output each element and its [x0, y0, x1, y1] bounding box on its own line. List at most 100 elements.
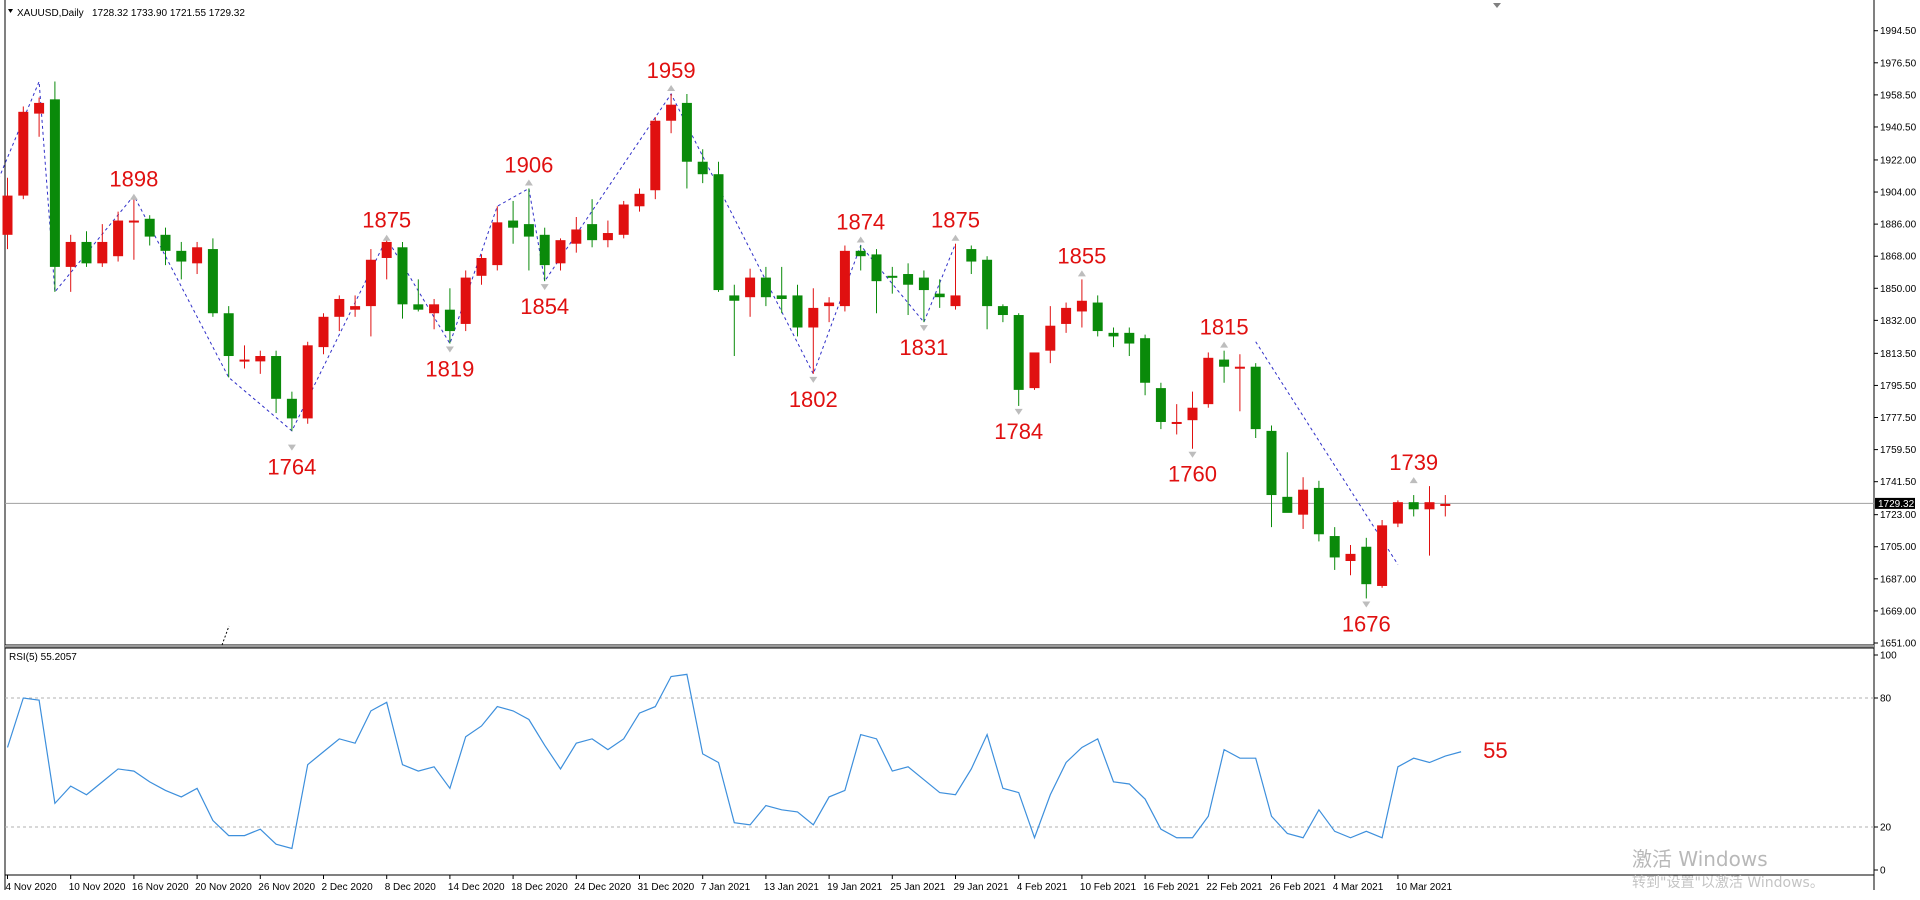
candle — [1298, 477, 1309, 529]
candle-body — [239, 359, 250, 362]
candle-body — [571, 229, 582, 244]
price-tick-label: 1994.50 — [1880, 26, 1917, 37]
candle — [839, 245, 850, 312]
time-tick-label: 31 Dec 2020 — [638, 882, 695, 893]
candle-body — [318, 316, 329, 348]
candle-body — [1329, 536, 1340, 558]
pivot-label: 1764 — [267, 455, 316, 480]
candle — [239, 345, 250, 369]
pivot-high-marker — [129, 193, 138, 200]
candle-body — [1408, 502, 1419, 510]
candle-body — [618, 204, 629, 235]
candle — [666, 93, 677, 134]
candle — [460, 270, 471, 332]
candle-body — [508, 220, 519, 228]
price-tick-label: 1777.50 — [1880, 413, 1917, 424]
candle-body — [950, 295, 961, 307]
pivot-high-marker — [524, 179, 533, 186]
time-tick-label: 20 Nov 2020 — [195, 882, 252, 893]
candle — [681, 93, 692, 189]
price-axis: 1994.50 1976.50 1958.50 1940.50 1922.00 1904.… — [1874, 26, 1917, 650]
candle — [81, 231, 92, 267]
candle-body — [523, 224, 534, 237]
candle — [997, 304, 1008, 323]
candle-body — [650, 120, 661, 191]
candle-body — [666, 104, 677, 121]
pivot-label: 1784 — [994, 419, 1043, 444]
candle-body — [713, 174, 724, 291]
pivot-label: 1854 — [520, 294, 569, 319]
candle — [65, 234, 76, 292]
candle-body — [1219, 359, 1230, 367]
price-tick-label: 1705.00 — [1880, 542, 1917, 553]
time-tick-label: 26 Nov 2020 — [258, 882, 315, 893]
candle-body — [966, 249, 977, 262]
candle — [1219, 350, 1230, 383]
candle-body — [2, 195, 13, 235]
candle — [602, 220, 613, 248]
candle — [1266, 425, 1277, 528]
candle — [160, 227, 171, 266]
candle — [871, 249, 882, 314]
shift-marker-icon[interactable] — [1493, 3, 1501, 8]
candle — [1329, 527, 1340, 570]
pane-splitter[interactable] — [5, 645, 1874, 648]
candle — [49, 81, 60, 292]
candle-body — [429, 304, 440, 314]
candle-body — [460, 277, 471, 324]
pivot-label: 1855 — [1057, 243, 1106, 268]
candle-body — [350, 306, 361, 310]
menu-arrow-icon[interactable] — [8, 9, 13, 13]
time-tick-label: 8 Dec 2020 — [385, 882, 437, 893]
candle-body — [1203, 357, 1214, 405]
price-tick-label: 1868.00 — [1880, 252, 1917, 263]
candle — [2, 177, 13, 250]
candle — [1408, 495, 1419, 517]
candle-body — [1313, 487, 1324, 535]
candle-body — [223, 313, 234, 357]
pivot-label: 1831 — [899, 335, 948, 360]
candle — [192, 241, 203, 275]
candle-body — [413, 304, 424, 310]
pivot-label: 1875 — [931, 208, 980, 233]
time-tick-label: 29 Jan 2021 — [954, 882, 1009, 893]
candle — [286, 391, 297, 431]
candle — [571, 216, 582, 253]
candle — [34, 97, 45, 137]
candle-body — [255, 356, 266, 362]
candle-body — [34, 102, 45, 114]
candle — [903, 263, 914, 316]
price-tick-label: 1958.50 — [1880, 90, 1917, 101]
time-tick-label: 10 Mar 2021 — [1396, 882, 1453, 893]
price-tick-label: 1832.00 — [1880, 316, 1917, 327]
candle-body — [128, 220, 139, 223]
candle-body — [634, 193, 645, 207]
pivot-low-marker — [919, 325, 928, 332]
watermark-line2: 转到"设置"以激活 Windows。 — [1632, 874, 1824, 891]
candle — [650, 117, 661, 200]
candle — [18, 106, 29, 200]
time-tick-label: 16 Nov 2020 — [132, 882, 189, 893]
candle — [982, 256, 993, 330]
candle — [1029, 352, 1040, 390]
candle-body — [760, 277, 771, 298]
candle — [1440, 495, 1451, 517]
price-tick-label: 1813.50 — [1880, 349, 1917, 360]
candle-body — [871, 254, 882, 282]
candle-body — [192, 247, 203, 264]
price-tick-label: 1850.00 — [1880, 284, 1917, 295]
candle-body — [1045, 325, 1056, 351]
current-price-tag: 1729.32 — [1875, 497, 1915, 510]
candle-body — [1361, 546, 1372, 585]
price-tick-label: 1759.50 — [1880, 445, 1917, 456]
candle — [381, 238, 392, 280]
price-tick-label: 1976.50 — [1880, 58, 1917, 69]
candle-body — [1092, 302, 1103, 332]
candle — [1234, 354, 1245, 412]
candle-body — [144, 218, 155, 237]
candle-body — [381, 241, 392, 258]
candle-body — [855, 250, 866, 257]
candles-layer — [2, 81, 1451, 599]
candle — [1250, 363, 1261, 439]
